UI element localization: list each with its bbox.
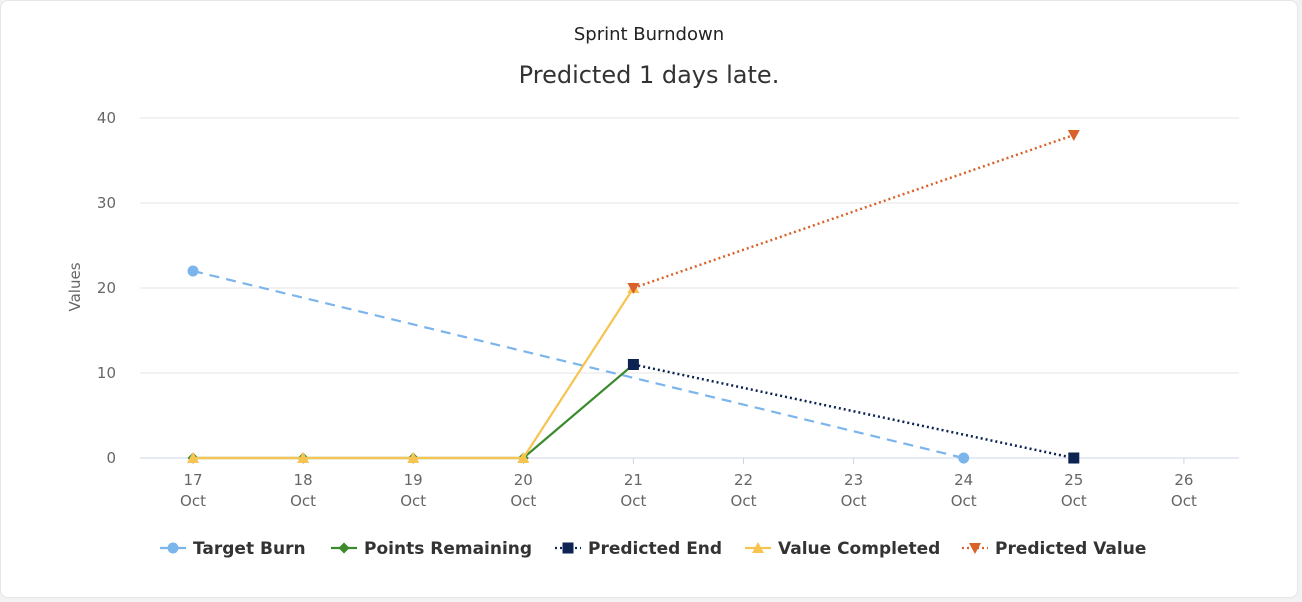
value-completed-point[interactable] bbox=[297, 452, 310, 463]
y-axis-ticks: 0 10 20 30 40 bbox=[97, 109, 116, 467]
x-tick-label-month: Oct bbox=[290, 492, 316, 510]
legend-label: Target Burn bbox=[193, 539, 306, 559]
x-tick-label-day: 19 bbox=[404, 471, 423, 489]
legend-item-points-remaining[interactable]: Points Remaining bbox=[331, 539, 532, 559]
x-tick-label-day: 22 bbox=[734, 471, 753, 489]
legend-swatch-marker bbox=[969, 543, 981, 554]
series-layer bbox=[187, 130, 1080, 464]
chart-subtitle: Predicted 1 days late. bbox=[519, 61, 780, 89]
predicted-end-point[interactable] bbox=[627, 359, 639, 370]
x-tick-label-month: Oct bbox=[510, 492, 536, 510]
legend-swatch-marker bbox=[562, 542, 574, 554]
legend-swatch-marker bbox=[338, 542, 350, 554]
predicted-end-line[interactable] bbox=[633, 363, 1075, 460]
y-tick-label: 20 bbox=[97, 279, 116, 297]
x-tick-label-month: Oct bbox=[1061, 492, 1087, 510]
x-axis-ticks: 17 Oct 18 Oct 19 Oct 20 Oct 21 Oct 22 Oct 23 Oct 24 Oct… bbox=[180, 458, 1197, 510]
x-tick-label-month: Oct bbox=[180, 492, 206, 510]
grid-lines bbox=[140, 117, 1239, 459]
x-tick-label-month: Oct bbox=[620, 492, 646, 510]
y-axis-title: Values bbox=[66, 262, 84, 311]
legend-label: Value Completed bbox=[778, 539, 940, 559]
y-tick-label: 40 bbox=[97, 109, 116, 127]
value-completed-point[interactable] bbox=[187, 452, 199, 463]
x-tick-label-month: Oct bbox=[841, 492, 867, 510]
legend-label: Points Remaining bbox=[364, 539, 532, 559]
x-tick-label-day: 24 bbox=[954, 471, 973, 489]
points-remaining-line[interactable] bbox=[193, 363, 635, 460]
x-tick-label-month: Oct bbox=[1171, 492, 1197, 510]
x-tick-label-day: 20 bbox=[514, 471, 533, 489]
y-tick-label: 30 bbox=[97, 194, 116, 212]
chart-title: Sprint Burndown bbox=[574, 24, 724, 45]
legend-label: Predicted End bbox=[588, 539, 722, 559]
series-points-remaining bbox=[187, 359, 639, 464]
series-target-burn bbox=[187, 265, 970, 464]
target-burn-point[interactable] bbox=[958, 452, 970, 464]
y-tick-label: 0 bbox=[106, 449, 116, 467]
target-burn-line[interactable] bbox=[192, 269, 964, 460]
y-tick-label: 10 bbox=[97, 364, 116, 382]
legend-item-target-burn[interactable]: Target Burn bbox=[160, 539, 306, 559]
series-value-completed bbox=[187, 282, 640, 463]
x-tick-label-day: 23 bbox=[844, 471, 863, 489]
legend-item-predicted-end[interactable]: Predicted End bbox=[555, 539, 722, 559]
predicted-value-line[interactable] bbox=[632, 133, 1075, 290]
x-tick-label-month: Oct bbox=[951, 492, 977, 510]
legend-item-value-completed[interactable]: Value Completed bbox=[745, 539, 940, 559]
legend-label: Predicted Value bbox=[995, 539, 1146, 559]
x-tick-label-day: 21 bbox=[624, 471, 643, 489]
value-completed-point[interactable] bbox=[517, 452, 530, 463]
legend-item-predicted-value[interactable]: Predicted Value bbox=[962, 539, 1146, 559]
value-completed-point[interactable] bbox=[407, 452, 420, 463]
predicted-value-point[interactable] bbox=[627, 283, 640, 294]
x-tick-label-day: 26 bbox=[1174, 471, 1193, 489]
x-tick-label-month: Oct bbox=[731, 492, 757, 510]
x-tick-label-day: 18 bbox=[294, 471, 313, 489]
predicted-value-point[interactable] bbox=[1067, 130, 1080, 141]
x-tick-label-month: Oct bbox=[400, 492, 426, 510]
legend: Target Burn Points Remaining Predicted End… bbox=[160, 539, 1146, 559]
legend-swatch-marker bbox=[752, 542, 764, 553]
x-tick-label-day: 25 bbox=[1064, 471, 1083, 489]
legend-swatch-marker bbox=[167, 542, 179, 554]
x-tick-label-day: 17 bbox=[183, 471, 202, 489]
predicted-end-point[interactable] bbox=[1068, 452, 1080, 464]
target-burn-point[interactable] bbox=[187, 265, 199, 277]
series-predicted-end bbox=[627, 359, 1080, 464]
series-predicted-value bbox=[627, 130, 1080, 294]
